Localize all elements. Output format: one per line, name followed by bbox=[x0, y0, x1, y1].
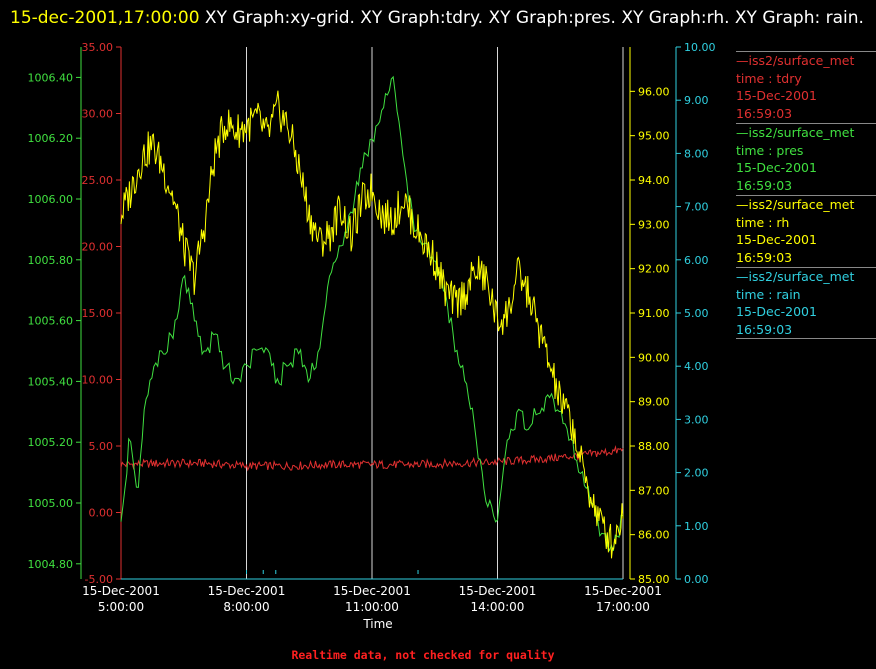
pres-tick-label: 1005.60 bbox=[28, 315, 74, 328]
rh-tick-label: 89.00 bbox=[638, 396, 670, 409]
legend-date: 15-Dec-2001 bbox=[736, 232, 817, 248]
tdry-tick-label: 0.00 bbox=[89, 507, 114, 520]
rh-tick-label: 87.00 bbox=[638, 484, 670, 497]
x-tick-label-time: 5:00:00 bbox=[98, 600, 144, 614]
rain-tick-label: 0.00 bbox=[684, 573, 709, 586]
rh-tick-label: 86.00 bbox=[638, 529, 670, 542]
tdry-tick-label: 5.00 bbox=[89, 440, 114, 453]
x-tick-label-date: 15-Dec-2001 bbox=[584, 584, 662, 598]
rain-tick-label: 4.00 bbox=[684, 360, 709, 373]
tdry-tick-label: 30.00 bbox=[82, 108, 114, 121]
legend-time: 16:59:03 bbox=[736, 249, 793, 265]
tdry-tick-label: 15.00 bbox=[82, 307, 114, 320]
legend-date: 15-Dec-2001 bbox=[736, 160, 817, 176]
pres-tick-label: 1006.00 bbox=[28, 193, 74, 206]
rh-tick-label: 96.00 bbox=[638, 85, 670, 98]
pres-tick-label: 1006.20 bbox=[28, 132, 74, 145]
x-tick-label-date: 15-Dec-2001 bbox=[459, 584, 537, 598]
x-tick-label-date: 15-Dec-2001 bbox=[333, 584, 411, 598]
rh-tick-label: 94.00 bbox=[638, 174, 670, 187]
series-rh bbox=[120, 90, 624, 559]
rain-tick-label: 7.00 bbox=[684, 201, 709, 214]
x-tick-label-time: 17:00:00 bbox=[596, 600, 650, 614]
pres-tick-label: 1006.40 bbox=[28, 71, 74, 84]
graph-titles: XY Graph:xy-grid. XY Graph:tdry. XY Grap… bbox=[204, 8, 864, 28]
rh-tick-label: 92.00 bbox=[638, 263, 670, 276]
series-lines bbox=[120, 75, 624, 580]
timestamp: 15-dec-2001,17:00:00 bbox=[10, 8, 200, 28]
pres-tick-label: 1005.80 bbox=[28, 254, 74, 267]
legend-time: 16:59:03 bbox=[736, 321, 793, 337]
legend-time: 16:59:03 bbox=[736, 105, 793, 121]
x-axis-label: Time bbox=[363, 617, 393, 631]
pres-tick-label: 1005.20 bbox=[28, 436, 74, 449]
rh-tick-label: 95.00 bbox=[638, 130, 670, 143]
tdry-tick-label: 10.00 bbox=[82, 374, 114, 387]
legend-field: time : rh bbox=[736, 214, 790, 230]
rain-tick-label: 9.00 bbox=[684, 94, 709, 107]
pres-tick-label: 1005.40 bbox=[28, 375, 74, 388]
tdry-tick-label: -5.00 bbox=[85, 573, 113, 586]
axes: 15-Dec-2001 5:00:00 15-Dec-2001 8:00:00 15-D… bbox=[28, 41, 716, 614]
legend-name: —iss2/surface_met bbox=[736, 125, 855, 140]
legend-divider bbox=[736, 338, 876, 339]
rain-tick-label: 8.00 bbox=[684, 147, 709, 160]
rain-tick-label: 5.00 bbox=[684, 307, 709, 320]
rh-tick-label: 90.00 bbox=[638, 351, 670, 364]
legend-field: time : tdry bbox=[736, 70, 802, 86]
chart-title: 15-dec-2001,17:00:00 XY Graph:xy-grid. X… bbox=[10, 3, 870, 34]
x-tick-label-time: 8:00:00 bbox=[223, 600, 269, 614]
tdry-tick-label: 35.00 bbox=[82, 41, 114, 54]
quality-notice: Realtime data, not checked for quality bbox=[291, 648, 555, 662]
rain-tick-label: 3.00 bbox=[684, 413, 709, 426]
tdry-tick-label: 20.00 bbox=[82, 241, 114, 254]
rain-tick-label: 10.00 bbox=[684, 41, 716, 54]
legend-time: 16:59:03 bbox=[736, 177, 793, 193]
pres-tick-label: 1004.80 bbox=[28, 558, 74, 571]
series-tdry bbox=[120, 445, 624, 472]
rain-tick-label: 1.00 bbox=[684, 520, 709, 533]
rain-tick-label: 6.00 bbox=[684, 254, 709, 267]
series-pres bbox=[120, 75, 624, 552]
pres-tick-label: 1005.00 bbox=[28, 497, 74, 510]
x-tick-label-date: 15-Dec-2001 bbox=[208, 584, 286, 598]
grid-lines bbox=[120, 47, 624, 579]
x-tick-label-time: 11:00:00 bbox=[345, 600, 399, 614]
rh-tick-label: 93.00 bbox=[638, 218, 670, 231]
rh-tick-label: 88.00 bbox=[638, 440, 670, 453]
rh-tick-label: 91.00 bbox=[638, 307, 670, 320]
legend-name: —iss2/surface_met bbox=[736, 269, 855, 284]
legend-name: —iss2/surface_met bbox=[736, 53, 855, 68]
legend-date: 15-Dec-2001 bbox=[736, 304, 817, 320]
x-tick-label-time: 14:00:00 bbox=[471, 600, 525, 614]
legend-date: 15-Dec-2001 bbox=[736, 88, 817, 104]
legend-field: time : rain bbox=[736, 286, 801, 302]
rain-tick-label: 2.00 bbox=[684, 467, 709, 480]
tdry-tick-label: 25.00 bbox=[82, 174, 114, 187]
legend-field: time : pres bbox=[736, 142, 804, 158]
legend-name: —iss2/surface_met bbox=[736, 197, 855, 212]
x-tick-label-date: 15-Dec-2001 bbox=[82, 584, 160, 598]
rh-tick-label: 85.00 bbox=[638, 573, 670, 586]
